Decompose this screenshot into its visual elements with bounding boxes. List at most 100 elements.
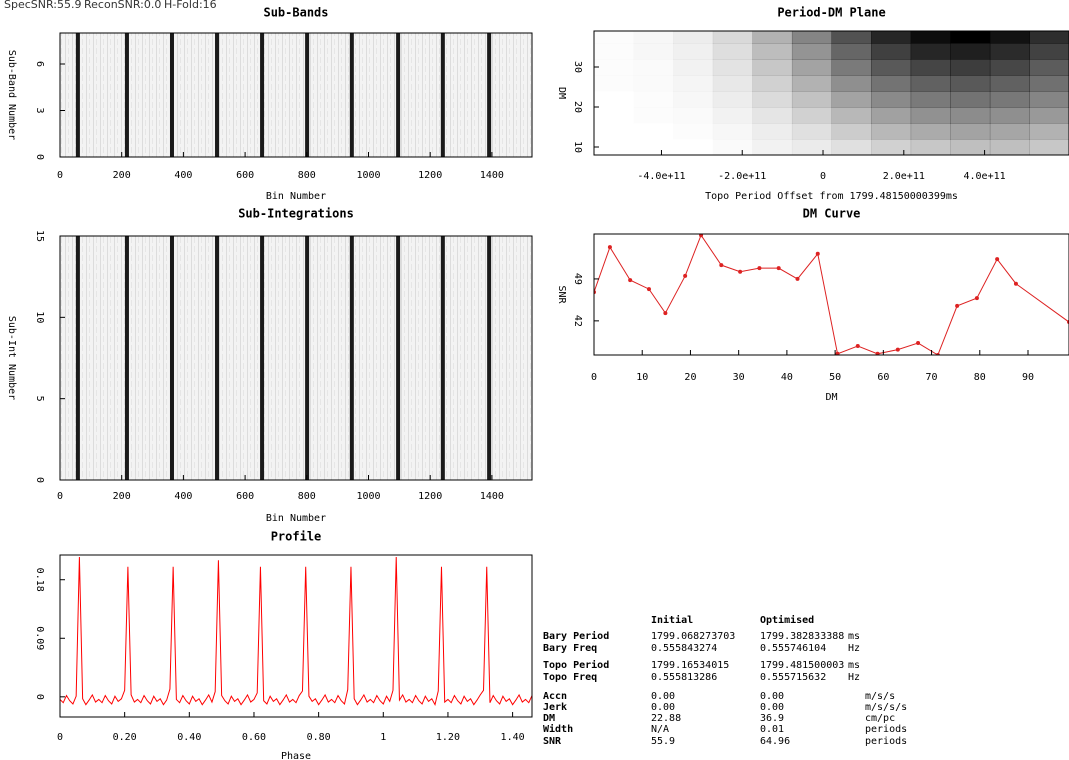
heatmap-cell (713, 123, 753, 140)
initial-value: 1799.068273703 (651, 631, 735, 642)
heatmap-cell (713, 139, 753, 156)
heatmap-cell (950, 91, 991, 108)
pulse-stripe (349, 33, 354, 157)
heatmap-cell (871, 123, 912, 140)
heatmap-cell (1029, 123, 1069, 140)
pulse-stripe (215, 236, 220, 480)
initial-value: N/A (651, 724, 669, 735)
heatmap-cell (871, 139, 912, 155)
pulse-stripe (440, 236, 445, 480)
x-tick-label: 0 (820, 171, 826, 182)
pulse-stripe (487, 33, 492, 157)
plot-area (60, 33, 532, 157)
pulse-stripe (396, 236, 401, 480)
chart-title: DM Curve (803, 207, 861, 221)
plot-area (60, 556, 532, 707)
pulse-stripe (305, 236, 310, 480)
heatmap-cell (712, 59, 753, 76)
x-tick-label: 0.60 (242, 732, 266, 743)
heatmap-cell (752, 31, 793, 44)
x-tick-label: 50 (829, 372, 841, 383)
x-tick-label: 0 (591, 372, 597, 383)
x-tick-label: 4.0e+11 (964, 171, 1006, 182)
header-item: SpecSNR:55.9 (4, 0, 82, 11)
row-label: Bary Freq (543, 643, 597, 654)
data-point (835, 351, 840, 355)
row-label: SNR (543, 736, 562, 747)
chart-title: Sub-Bands (263, 6, 328, 20)
data-point (628, 278, 633, 283)
optimised-value: 0.555715632 (760, 672, 826, 683)
heatmap-cell (989, 59, 1030, 76)
unit: m/s/s (865, 691, 895, 702)
initial-value: 55.9 (651, 736, 675, 747)
heatmap-cell (831, 43, 872, 60)
pulse-stripe (396, 33, 401, 157)
heatmap-cell (594, 139, 634, 156)
heatmap-cell (871, 91, 912, 108)
x-tick-label: 600 (236, 491, 254, 502)
y-tick-label: 30 (572, 61, 583, 73)
heatmap-cell (910, 123, 951, 140)
heatmap-cell (752, 123, 793, 140)
x-tick-label: 200 (113, 170, 131, 181)
heatmap-cell (871, 107, 912, 124)
x-tick-label: 60 (877, 372, 889, 383)
x-tick-label: 1400 (480, 170, 504, 181)
y-axis-label: Sub-Band Number (6, 50, 17, 140)
initial-value: 22.88 (651, 713, 681, 724)
optimised-value: 1799.382833388 (760, 631, 844, 642)
x-axis-label: Topo Period Offset from 1799.48150000399… (705, 191, 958, 202)
row-label: Topo Freq (543, 672, 597, 683)
heatmap-cell (950, 123, 991, 140)
heatmap-cell (594, 107, 634, 124)
heatmap-cell (1029, 139, 1069, 155)
heatmap-cell (594, 27, 634, 44)
optimised-value: 0.01 (760, 724, 784, 735)
x-tick-label: 20 (684, 372, 696, 383)
pulse-stripe (169, 33, 174, 157)
heatmap-cell (673, 123, 713, 140)
heatmap-cell (871, 59, 912, 76)
heatmap-cell (634, 139, 674, 156)
pulse-stripe (260, 33, 265, 157)
x-tick-label: 0 (57, 732, 63, 743)
data-point (646, 287, 651, 292)
x-tick-label: 800 (298, 491, 316, 502)
chart-title: Sub-Integrations (238, 207, 354, 221)
plot-background (60, 236, 532, 480)
data-point (607, 245, 612, 250)
pulse-stripe (169, 236, 174, 480)
x-tick-label: 400 (174, 170, 192, 181)
heatmap-cell (910, 139, 951, 155)
heatmap-cell (989, 75, 1030, 92)
data-line (594, 234, 1069, 355)
data-point (699, 234, 704, 238)
unit: Hz (848, 672, 860, 683)
y-tick-label: 0 (34, 694, 45, 700)
y-tick-label: 0.09 (34, 626, 45, 650)
heatmap-cell (871, 75, 912, 92)
y-tick-label: 0 (34, 154, 45, 160)
x-tick-label: 30 (733, 372, 745, 383)
initial-value: 0.00 (651, 691, 675, 702)
heatmap-cell (831, 59, 872, 76)
heatmap-cell (712, 31, 753, 44)
optimised-value: 0.555746104 (760, 643, 826, 654)
x-axis-label: Bin Number (266, 191, 326, 202)
heatmap-cell (1029, 43, 1069, 60)
data-point (955, 303, 960, 308)
y-tick-label: 3 (34, 107, 45, 113)
unit: periods (865, 736, 907, 747)
y-tick-label: 5 (34, 396, 45, 402)
heatmap-cell (989, 31, 1030, 44)
table-header: Optimised (760, 614, 814, 626)
heatmap-cell (1029, 91, 1069, 108)
row-label: DM (543, 713, 555, 724)
heatmap-cell (634, 75, 674, 92)
heatmap-cell (752, 59, 793, 76)
heatmap-cell (950, 59, 991, 76)
y-tick-label: 42 (572, 315, 583, 327)
plot-area (594, 27, 1069, 156)
